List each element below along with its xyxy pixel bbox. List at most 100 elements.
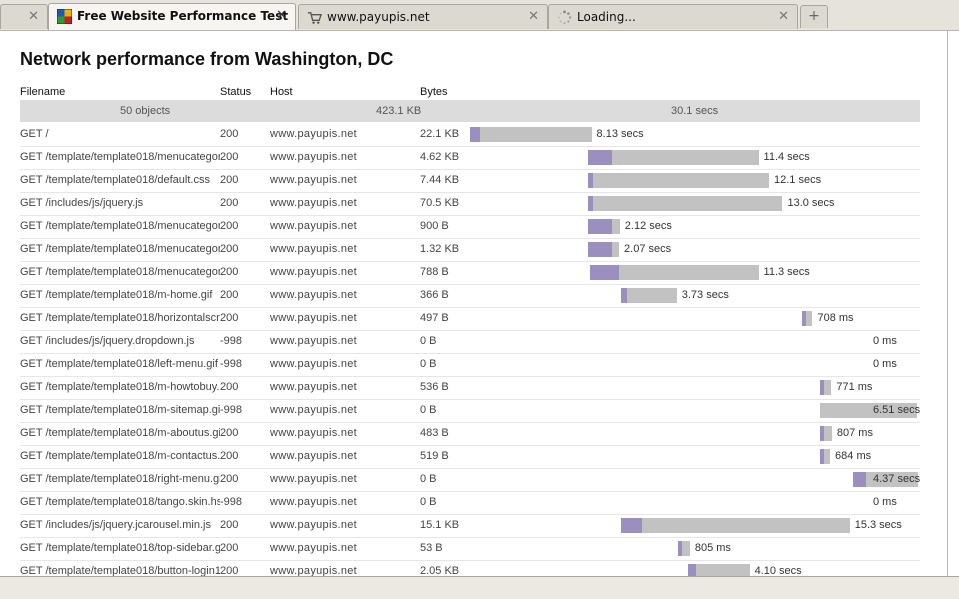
host-cell: www.payupis.net <box>270 542 358 554</box>
timing-bar[interactable] <box>852 472 919 487</box>
connect-time-segment <box>588 196 593 211</box>
close-tab-icon[interactable]: ✕ <box>28 9 39 24</box>
timing-bar[interactable] <box>819 380 832 395</box>
column-header-bytes[interactable]: Bytes <box>420 86 448 98</box>
load-time-label: 8.13 secs <box>596 128 644 140</box>
table-row[interactable]: GET /template/template018/horizontalscro… <box>20 307 920 331</box>
filename-cell: GET /template/template018/m-aboutus.gif <box>20 427 220 439</box>
load-time-label: 11.3 secs <box>763 266 810 278</box>
bytes-cell: 0 B <box>420 358 437 370</box>
load-time-label: 2.07 secs <box>624 243 672 255</box>
summary-size: 423.1 KB <box>376 105 422 117</box>
timing-bar[interactable] <box>688 564 750 576</box>
table-row[interactable]: GET /template/template018/m-home.gif 200 w… <box>20 284 920 308</box>
column-header-filename[interactable]: Filename <box>20 86 66 98</box>
close-tab-icon[interactable]: ✕ <box>276 8 287 23</box>
tab-label: Loading... <box>577 10 636 24</box>
status-cell: 200 <box>220 289 239 301</box>
status-cell: 200 <box>220 565 239 576</box>
filename-cell: GET /template/template018/menucategory <box>20 243 220 255</box>
load-time-label: 15.3 secs <box>854 519 902 531</box>
table-row[interactable]: GET /template/template018/menucategory 20… <box>20 261 920 285</box>
status-cell: 200 <box>220 243 239 255</box>
timing-bar[interactable] <box>588 150 759 165</box>
connect-time-segment <box>589 265 620 280</box>
table-row[interactable]: GET /template/template018/top-sidebar.gi… <box>20 537 920 561</box>
tab-blank[interactable]: ✕ <box>0 4 48 29</box>
table-row[interactable]: GET /template/template018/menucategory 20… <box>20 146 920 170</box>
bytes-cell: 2.05 KB <box>420 565 460 576</box>
summary-time: 30.1 secs <box>671 105 719 117</box>
table-row[interactable]: GET /template/template018/default.css 200… <box>20 169 920 193</box>
new-tab-button[interactable]: + <box>800 5 828 28</box>
column-header-status[interactable]: Status <box>220 86 252 98</box>
status-cell: 200 <box>220 542 239 554</box>
status-cell: 200 <box>220 450 239 462</box>
timing-bar[interactable] <box>470 127 592 142</box>
tab-performance-test[interactable]: Free Website Performance Test ✕ <box>48 3 296 30</box>
table-row[interactable]: GET /template/template018/m-howtobuy.g 20… <box>20 376 920 400</box>
load-time-label: 4.10 secs <box>754 565 802 576</box>
host-cell: www.payupis.net <box>270 220 358 232</box>
table-row[interactable]: GET /template/template018/m-sitemap.gif -… <box>20 399 920 423</box>
tab-loading[interactable]: Loading... ✕ <box>548 4 798 29</box>
timing-bar[interactable] <box>588 242 620 257</box>
filename-cell: GET /template/template018/menucategory <box>20 151 220 163</box>
table-row[interactable]: GET /template/template018/right-menu.gif… <box>20 468 920 492</box>
table-row[interactable]: GET /template/template018/button-login1.… <box>20 560 920 576</box>
close-tab-icon[interactable]: ✕ <box>778 9 789 24</box>
column-header-host[interactable]: Host <box>270 86 293 98</box>
host-cell: www.payupis.net <box>270 266 358 278</box>
status-cell: 200 <box>220 174 239 186</box>
connect-time-segment <box>588 173 593 188</box>
close-tab-icon[interactable]: ✕ <box>528 9 539 24</box>
status-cell: 200 <box>220 473 239 485</box>
loading-spinner-icon <box>557 10 572 25</box>
timing-bar[interactable] <box>588 196 783 211</box>
table-row[interactable]: GET /includes/js/jquery.jcarousel.min.js… <box>20 514 920 538</box>
load-time-label: 3.73 secs <box>681 289 729 301</box>
bytes-cell: 1.32 KB <box>420 243 460 255</box>
host-cell: www.payupis.net <box>270 496 358 508</box>
host-cell: www.payupis.net <box>270 404 358 416</box>
connect-time-segment <box>470 127 481 142</box>
load-time-label: 771 ms <box>836 381 873 393</box>
connect-time-segment <box>588 219 612 234</box>
table-row[interactable]: GET /template/template018/menucategory 20… <box>20 238 920 262</box>
timing-bar[interactable] <box>819 449 831 464</box>
status-cell: 200 <box>220 519 239 531</box>
connect-time-segment <box>819 426 825 441</box>
bytes-cell: 0 B <box>420 335 437 347</box>
filename-cell: GET /template/template018/menucategory <box>20 266 220 278</box>
table-row[interactable]: GET /template/template018/menucategory 20… <box>20 215 920 239</box>
bytes-cell: 7.44 KB <box>420 174 460 186</box>
vertical-scrollbar[interactable] <box>947 31 959 576</box>
timing-bar[interactable] <box>620 518 850 533</box>
timing-bar[interactable] <box>819 426 832 441</box>
table-row[interactable]: GET /template/template018/m-aboutus.gif 2… <box>20 422 920 446</box>
load-time-label: 807 ms <box>836 427 873 439</box>
tab-payupis[interactable]: www.payupis.net ✕ <box>298 4 548 29</box>
filename-cell: GET /includes/js/jquery.dropdown.js <box>20 335 195 347</box>
bytes-cell: 0 B <box>420 404 437 416</box>
load-time-label: 4.37 secs <box>873 473 921 485</box>
table-row[interactable]: GET / 200 www.payupis.net 22.1 KB 8.13 secs <box>20 123 920 147</box>
table-row[interactable]: GET /template/template018/left-menu.gif -… <box>20 353 920 377</box>
timing-bar[interactable] <box>819 403 918 418</box>
tab-label: www.payupis.net <box>327 10 430 24</box>
timing-bar[interactable] <box>677 541 690 556</box>
host-cell: www.payupis.net <box>270 128 358 140</box>
status-cell: 200 <box>220 128 239 140</box>
timing-bar[interactable] <box>589 265 759 280</box>
table-row[interactable]: GET /template/template018/m-contactus.g 2… <box>20 445 920 469</box>
table-row[interactable]: GET /includes/js/jquery.dropdown.js -998 w… <box>20 330 920 354</box>
bytes-cell: 900 B <box>420 220 449 232</box>
load-time-label: 0 ms <box>873 335 897 347</box>
page-content: Network performance from Washington, DC … <box>0 31 948 576</box>
timing-bar[interactable] <box>620 288 677 303</box>
timing-bar[interactable] <box>588 173 769 188</box>
timing-bar[interactable] <box>588 219 620 234</box>
timing-bar[interactable] <box>801 311 813 326</box>
table-row[interactable]: GET /template/template018/tango.skin.hs.… <box>20 491 920 515</box>
table-row[interactable]: GET /includes/js/jquery.js 200 www.payupis… <box>20 192 920 216</box>
